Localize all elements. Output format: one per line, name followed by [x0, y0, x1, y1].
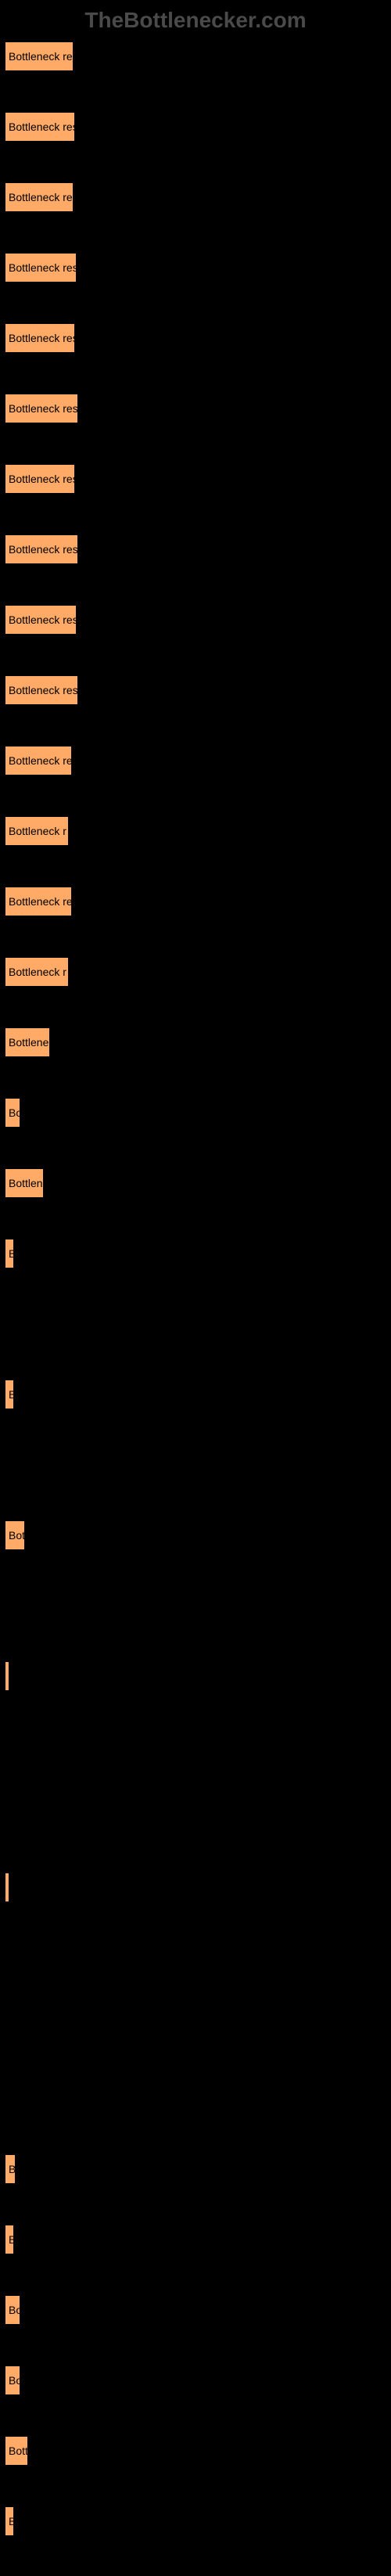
bar-row: [4, 1801, 387, 1833]
bar-row: [4, 2013, 387, 2044]
chart-bar: Bottleneck result: [4, 111, 76, 142]
bar-label: B: [9, 1388, 15, 1401]
bar-row: [4, 1731, 387, 1762]
bar-label: Bottleneck result: [9, 473, 76, 485]
chart-bar: Bottleneck result: [4, 534, 79, 565]
chart-bar: Bottleneck r: [4, 815, 70, 847]
bar-label: Bottleneck result: [9, 261, 77, 274]
bar-label: Bottlen: [9, 1177, 43, 1189]
bar-row: Bottleneck result: [4, 41, 387, 72]
bar-row: Bottleneck r: [4, 815, 387, 847]
bar-row: Bottleneck result: [4, 111, 387, 142]
bar-row: Bottleneck re: [4, 745, 387, 776]
bar-label: Bottleneck re: [9, 895, 73, 908]
chart-bar: Bottleneck result: [4, 322, 76, 354]
bar-row: Bo: [4, 2294, 387, 2326]
bar-row: [4, 2083, 387, 2114]
bar-row: B: [4, 1238, 387, 1269]
bar-label: Bottleneck r: [9, 825, 66, 837]
chart-bar: B: [4, 1238, 15, 1269]
bar-row: Bottleneck result: [4, 182, 387, 213]
chart-bar: B: [4, 2506, 15, 2537]
bar-row: Bottleneck result: [4, 252, 387, 283]
bar-row: Bottleneck result: [4, 322, 387, 354]
chart-bar: Bo: [4, 2294, 21, 2326]
bar-label: Bottleneck result: [9, 613, 77, 626]
chart-bar: Bottleneck result: [4, 252, 77, 283]
bar-row: B: [4, 2153, 387, 2185]
chart-bar: B: [4, 1379, 15, 1410]
chart-bar: B: [4, 2153, 16, 2185]
bar-row: Bottlene: [4, 1027, 387, 1058]
chart-bar: [4, 1872, 10, 1903]
chart-bar: Bot: [4, 1520, 26, 1551]
bar-label: B: [9, 2233, 15, 2246]
bar-row: [4, 1872, 387, 1903]
chart-bar: Bott: [4, 2435, 29, 2466]
bar-row: Bott: [4, 2435, 387, 2466]
bar-row: [4, 1590, 387, 1621]
chart-bar: Bottleneck result: [4, 393, 79, 424]
bar-label: Bottleneck re: [9, 754, 73, 767]
bar-label: Bottleneck result: [9, 191, 74, 203]
chart-bar: [4, 1660, 10, 1692]
bar-label: B: [9, 1247, 15, 1260]
bar-row: Bottleneck result: [4, 675, 387, 706]
bar-row: B: [4, 1379, 387, 1410]
bar-row: Bo: [4, 1097, 387, 1128]
bar-label: Bottleneck result: [9, 50, 74, 63]
watermark-text: TheBottlenecker.com: [0, 0, 391, 41]
bar-label: Bottleneck result: [9, 684, 79, 696]
bar-row: Bot: [4, 1520, 387, 1551]
bar-row: Bottleneck re: [4, 886, 387, 917]
chart-bar: Bottlene: [4, 1027, 51, 1058]
bar-label: Bottleneck result: [9, 121, 76, 133]
bar-label: Bo: [9, 2374, 21, 2387]
bar-row: [4, 1308, 387, 1340]
chart-bar: Bo: [4, 1097, 21, 1128]
chart-container: Bottleneck result Bottleneck result Bottle…: [0, 41, 391, 2537]
bar-label: Bo: [9, 2304, 21, 2316]
chart-bar: Bottleneck result: [4, 675, 79, 706]
chart-bar: Bottleneck re: [4, 745, 73, 776]
bar-label: Bottleneck result: [9, 402, 79, 415]
bar-row: B: [4, 2506, 387, 2537]
chart-bar: Bottleneck r: [4, 956, 70, 988]
chart-bar: Bottleneck result: [4, 41, 74, 72]
bar-label: Bot: [9, 1529, 25, 1542]
chart-bar: Bottleneck result: [4, 604, 77, 635]
chart-bar: Bottleneck result: [4, 182, 74, 213]
chart-bar: Bottleneck re: [4, 886, 73, 917]
bar-row: Bottleneck result: [4, 393, 387, 424]
chart-bar: Bottleneck result: [4, 463, 76, 495]
chart-bar: Bottlen: [4, 1167, 45, 1199]
bar-row: Bottleneck r: [4, 956, 387, 988]
bar-label: Bottleneck result: [9, 332, 76, 344]
bar-row: Bottleneck result: [4, 534, 387, 565]
bar-row: [4, 1660, 387, 1692]
bar-row: Bottleneck result: [4, 463, 387, 495]
bar-label: B: [9, 2515, 15, 2527]
bar-label: Bottleneck result: [9, 543, 79, 556]
chart-bar: Bo: [4, 2365, 21, 2396]
bar-row: [4, 1449, 387, 1480]
bar-row: Bottleneck result: [4, 604, 387, 635]
bar-row: Bo: [4, 2365, 387, 2396]
bar-label: Bottlene: [9, 1036, 48, 1049]
chart-bar: B: [4, 2224, 15, 2255]
bar-row: [4, 1942, 387, 1973]
bar-label: Bott: [9, 2445, 28, 2457]
bar-label: Bottleneck r: [9, 966, 66, 978]
bar-label: Bo: [9, 1106, 21, 1119]
bar-row: Bottlen: [4, 1167, 387, 1199]
bar-label: B: [9, 2163, 16, 2175]
bar-row: B: [4, 2224, 387, 2255]
